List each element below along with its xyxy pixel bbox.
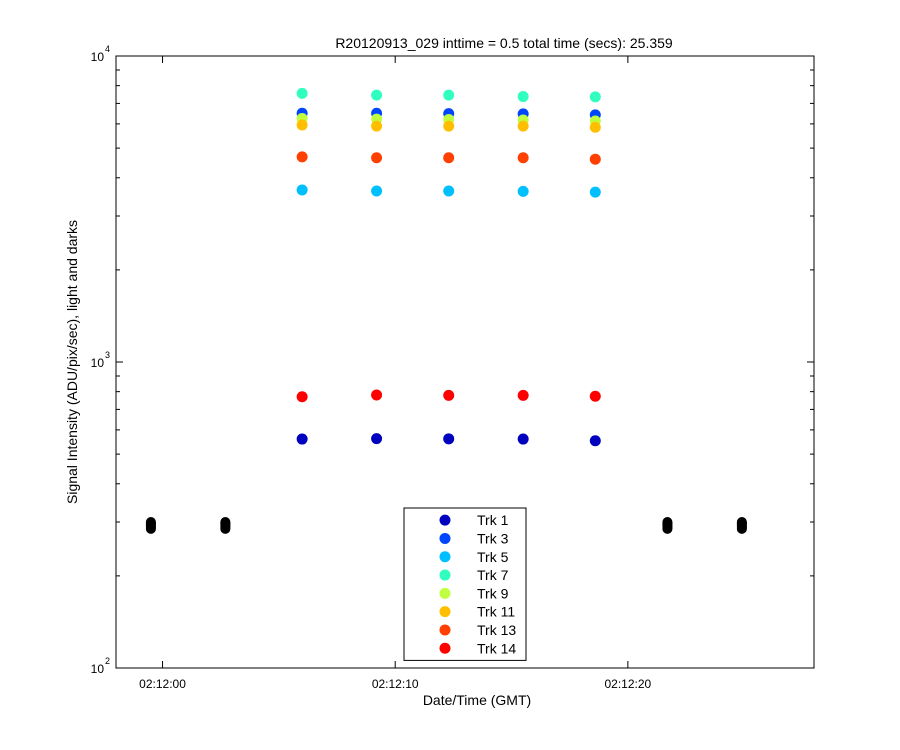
dark-point (220, 517, 231, 528)
dark-measurements (145, 517, 747, 534)
y-tick-label-exponent: 2 (105, 656, 110, 666)
x-tick-label: 02:12:20 (605, 677, 652, 691)
legend-label: Trk 13 (477, 622, 516, 638)
data-point (589, 390, 601, 402)
data-point (296, 391, 308, 403)
y-tick-label: 10 (91, 50, 105, 64)
y-tick-label-exponent: 3 (105, 350, 110, 360)
data-point (443, 120, 455, 132)
data-point (517, 152, 529, 164)
data-point (589, 91, 601, 103)
y-tick-label: 10 (91, 356, 105, 370)
data-point (371, 389, 383, 401)
data-point (371, 152, 383, 164)
series-trk-13 (296, 151, 601, 165)
data-point (371, 185, 383, 197)
legend-label: Trk 9 (477, 585, 509, 601)
data-point (371, 120, 383, 132)
legend-label: Trk 1 (477, 512, 509, 528)
data-point (589, 153, 601, 165)
legend-marker (439, 569, 451, 581)
dark-point (662, 517, 673, 528)
data-point (296, 433, 308, 445)
y-tick-label: 10 (91, 662, 105, 676)
legend-label: Trk 11 (477, 604, 515, 620)
data-point (296, 184, 308, 196)
legend-marker (439, 587, 451, 599)
x-tick-label: 02:12:00 (139, 677, 186, 691)
x-axis-label: Date/Time (GMT) (423, 692, 531, 708)
data-point (443, 185, 455, 197)
data-point (517, 185, 529, 197)
series-trk-1 (296, 433, 601, 447)
legend-marker (439, 514, 451, 526)
series-trk-11 (296, 119, 601, 133)
series-trk-5 (296, 184, 601, 198)
legend-marker (439, 606, 451, 618)
data-point (443, 389, 455, 401)
data-point (296, 87, 308, 99)
data-point (589, 186, 601, 198)
data-point (371, 89, 383, 101)
data-point (443, 152, 455, 164)
data-point (589, 121, 601, 133)
legend-label: Trk 3 (477, 530, 509, 546)
data-point (371, 433, 383, 445)
data-point (517, 389, 529, 401)
legend: Trk 1 Trk 3 Trk 5 Trk 7 Trk 9 Trk 11 Trk 13 Trk… (403, 507, 527, 661)
data-point (296, 119, 308, 131)
legend-marker (439, 532, 451, 544)
legend-marker (439, 624, 451, 636)
legend-label: Trk 7 (477, 567, 509, 583)
legend-marker (439, 551, 451, 563)
y-tick-label-exponent: 4 (105, 44, 110, 54)
data-point (296, 151, 308, 163)
data-series (296, 87, 601, 447)
legend-label: Trk 5 (477, 549, 509, 565)
legend-box (403, 507, 527, 661)
x-tick-label: 02:12:10 (372, 677, 419, 691)
dark-point (736, 517, 747, 528)
series-trk-14 (296, 389, 601, 403)
data-point (517, 91, 529, 103)
legend-label: Trk 14 (477, 640, 516, 656)
series-trk-7 (296, 87, 601, 103)
data-point (517, 433, 529, 445)
data-point (443, 89, 455, 101)
y-axis-label: Signal Intensity (ADU/pix/sec), light an… (64, 220, 80, 504)
data-point (589, 435, 601, 447)
data-point (443, 433, 455, 445)
chart-title: R20120913_029 inttime = 0.5 total time (… (335, 35, 673, 51)
data-point (517, 120, 529, 132)
legend-marker (439, 642, 451, 654)
axis-ticks (116, 56, 814, 669)
dark-point (145, 517, 156, 528)
